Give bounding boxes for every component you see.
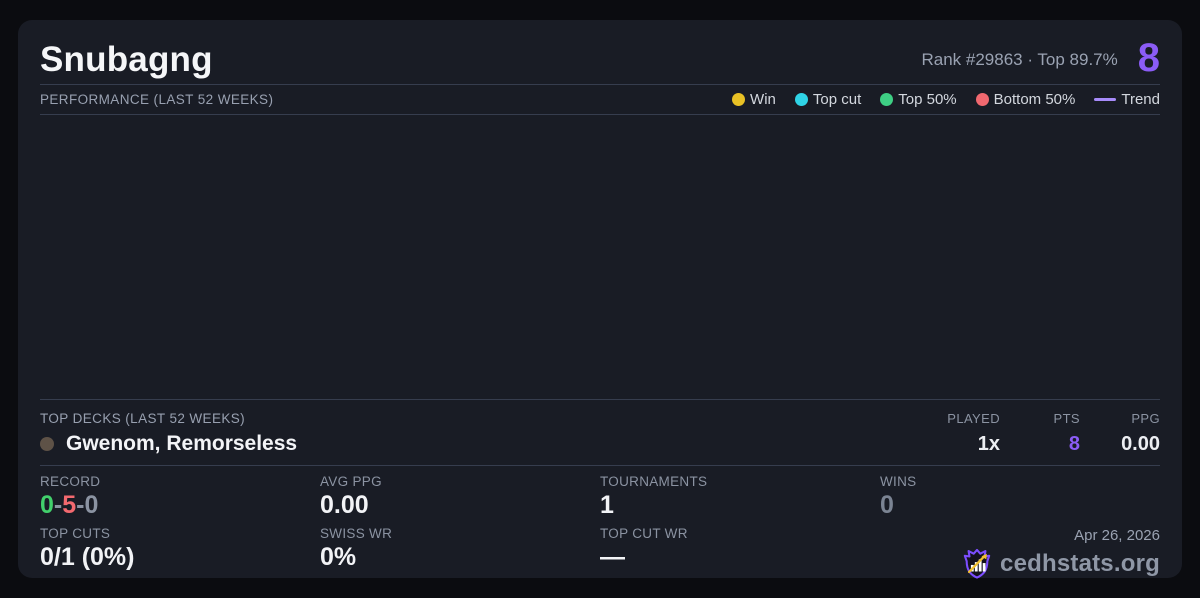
avg-ppg-value: 0.00 bbox=[320, 491, 369, 519]
top-decks-column-headers: PLAYED PTS PPG bbox=[908, 411, 1160, 426]
chart-legend: Win Top cut Top 50% Bottom 50% Trend bbox=[732, 91, 1160, 108]
column-header-pts: PTS bbox=[1053, 410, 1080, 426]
swiss-wr-value: 0% bbox=[320, 543, 357, 571]
rank-text: Rank #29863 · Top 89.7% bbox=[921, 49, 1118, 69]
stat-label: TOP CUTS bbox=[40, 526, 111, 541]
rank-group: Rank #29863 · Top 89.7% 8 bbox=[921, 38, 1160, 82]
page-title: Snubagng bbox=[40, 39, 213, 79]
top-decks-header-row: TOP DECKS (LAST 52 WEEKS) PLAYED PTS PPG bbox=[40, 400, 1160, 427]
deck-values: 1x 8 0.00 bbox=[908, 433, 1160, 456]
stat-swiss-wr: SWISS WR 0% bbox=[320, 526, 600, 578]
stat-tournaments: TOURNAMENTS 1 bbox=[600, 474, 880, 526]
legend-label: Trend bbox=[1121, 91, 1160, 108]
legend-label: Bottom 50% bbox=[993, 91, 1076, 108]
stats-card: Snubagng Rank #29863 · Top 89.7% 8 PERFO… bbox=[18, 20, 1182, 580]
stat-label: WINS bbox=[880, 474, 917, 489]
header-divider bbox=[40, 84, 1160, 85]
legend-item-win: Win bbox=[732, 91, 776, 108]
deck-played-value: 1x bbox=[977, 432, 1000, 455]
chart-bottom-divider bbox=[40, 399, 1160, 400]
points-badge: 8 bbox=[1137, 35, 1160, 80]
shield-chart-logo-icon bbox=[963, 548, 991, 579]
stat-label: TOP CUT WR bbox=[600, 526, 688, 541]
record-losses: 5 bbox=[62, 491, 77, 519]
stat-record: RECORD 0-5-0 bbox=[40, 474, 320, 526]
trend-line-icon bbox=[1094, 98, 1117, 101]
stat-wins: WINS 0 bbox=[880, 474, 1160, 526]
win-dot-icon bbox=[732, 93, 746, 106]
deck-row[interactable]: Gwenom, Remorseless 1x 8 0.00 bbox=[40, 427, 1160, 461]
deck-name: Gwenom, Remorseless bbox=[66, 432, 298, 455]
top-cuts-value: 0/1 (0%) bbox=[40, 543, 135, 571]
stats-grid: RECORD 0-5-0 AVG PPG 0.00 TOURNAMENTS 1 … bbox=[40, 466, 1160, 580]
record-value: 0-5-0 bbox=[40, 491, 320, 520]
performance-chart-area bbox=[40, 115, 1160, 399]
deck-identity: Gwenom, Remorseless bbox=[40, 432, 297, 456]
top-cut-wr-value: — bbox=[600, 543, 625, 571]
record-wins: 0 bbox=[40, 491, 54, 519]
legend-label: Win bbox=[750, 91, 776, 108]
stat-label: TOURNAMENTS bbox=[600, 474, 708, 489]
legend-label: Top cut bbox=[812, 91, 862, 108]
stat-top-cuts: TOP CUTS 0/1 (0%) bbox=[40, 526, 320, 578]
legend-item-top50: Top 50% bbox=[880, 91, 957, 108]
deck-color-dot-icon bbox=[40, 437, 54, 451]
column-header-played: PLAYED bbox=[947, 410, 1000, 426]
performance-section-label: PERFORMANCE (LAST 52 WEEKS) bbox=[40, 92, 274, 107]
tournaments-value: 1 bbox=[600, 491, 614, 519]
legend-label: Top 50% bbox=[898, 91, 957, 108]
performance-divider bbox=[40, 114, 1160, 115]
deck-pts-value: 8 bbox=[1068, 432, 1080, 455]
legend-item-trend: Trend bbox=[1094, 91, 1160, 108]
performance-header-row: PERFORMANCE (LAST 52 WEEKS) Win Top cut … bbox=[40, 85, 1160, 114]
date-stamp: Apr 26, 2026 bbox=[1074, 527, 1160, 544]
wins-value: 0 bbox=[880, 491, 894, 519]
brand-name: cedhstats.org bbox=[1000, 550, 1160, 577]
brand-row[interactable]: cedhstats.org bbox=[962, 548, 1160, 580]
stat-label: AVG PPG bbox=[320, 474, 382, 489]
deck-ppg-value: 0.00 bbox=[1121, 432, 1160, 455]
record-draws: 0 bbox=[84, 491, 99, 519]
stat-avg-ppg: AVG PPG 0.00 bbox=[320, 474, 600, 526]
footer-branding: Apr 26, 2026 cedhstats.org bbox=[880, 526, 1160, 580]
legend-item-bottom50: Bottom 50% bbox=[975, 91, 1076, 108]
stat-label: SWISS WR bbox=[320, 526, 393, 541]
top-decks-divider bbox=[40, 465, 1160, 466]
column-header-ppg: PPG bbox=[1131, 410, 1160, 426]
legend-item-topcut: Top cut bbox=[794, 91, 862, 108]
card-header: Snubagng Rank #29863 · Top 89.7% 8 bbox=[40, 20, 1160, 84]
record-separator: - bbox=[76, 491, 85, 519]
top-decks-section-label: TOP DECKS (LAST 52 WEEKS) bbox=[40, 410, 246, 426]
bottom-50-dot-icon bbox=[975, 93, 989, 106]
record-separator: - bbox=[53, 491, 63, 519]
top-50-dot-icon bbox=[880, 93, 894, 106]
stat-label: RECORD bbox=[40, 474, 101, 489]
top-cut-dot-icon bbox=[794, 93, 808, 106]
stat-top-cut-wr: TOP CUT WR — bbox=[600, 526, 880, 578]
